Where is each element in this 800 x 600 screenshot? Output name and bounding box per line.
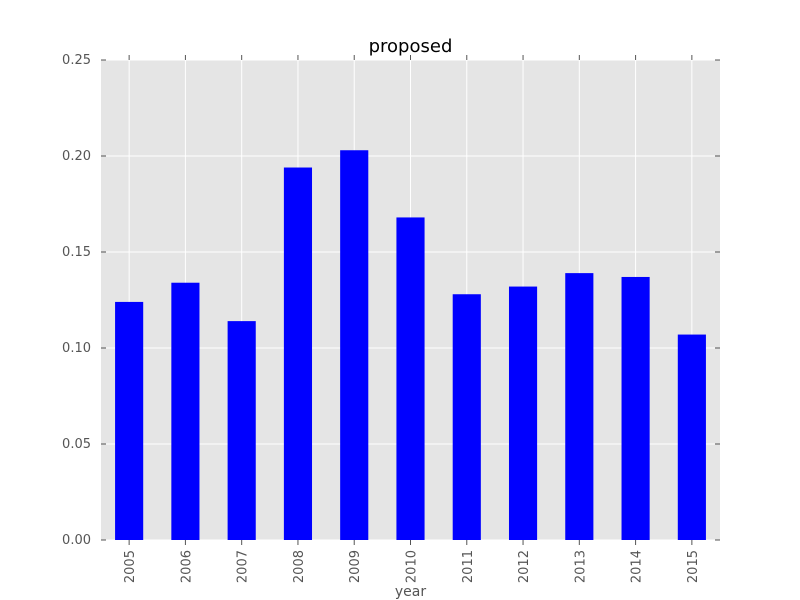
chart-title: proposed xyxy=(369,36,453,57)
bar-2015 xyxy=(677,334,706,540)
y-tick-label: 0.00 xyxy=(62,533,91,548)
y-tick-label: 0.10 xyxy=(62,341,91,356)
x-tick-label: 2009 xyxy=(348,550,363,583)
x-tick-label: 2010 xyxy=(405,550,420,583)
bar-2005 xyxy=(115,301,144,540)
bar-2009 xyxy=(340,150,369,541)
y-tick-label: 0.05 xyxy=(62,437,91,452)
x-tick-label: 2008 xyxy=(292,550,307,583)
x-tick-label: 2012 xyxy=(517,550,532,583)
y-tick-label: 0.20 xyxy=(62,149,91,164)
bar-2013 xyxy=(565,273,594,540)
y-tick-label: 0.15 xyxy=(62,245,91,260)
x-tick-label: 2014 xyxy=(630,550,645,583)
x-tick-label: 2015 xyxy=(686,550,701,583)
y-tick-label: 0.25 xyxy=(62,53,91,68)
bars xyxy=(115,150,706,541)
x-tick-label: 2013 xyxy=(573,550,588,583)
x-tick-label: 2005 xyxy=(123,550,138,583)
x-tick-label: 2011 xyxy=(461,550,476,583)
x-tick-labels: 2005 2006 2007 2008 2009 2010 2011 2012 2013 2014… xyxy=(123,550,701,583)
x-tick-label: 2006 xyxy=(179,550,194,583)
bar-2010 xyxy=(396,217,425,540)
bar-2006 xyxy=(171,282,200,540)
bar-2012 xyxy=(508,286,538,540)
bar-2011 xyxy=(452,294,481,540)
bar-2008 xyxy=(283,167,313,540)
x-tick-label: 2007 xyxy=(236,550,251,583)
axis-ticks xyxy=(101,55,720,545)
bar-2014 xyxy=(621,276,650,540)
x-axis-label: year xyxy=(395,584,426,600)
y-tick-labels: 0.00 0.05 0.10 0.15 0.20 0.25 xyxy=(62,53,91,548)
bar-2007 xyxy=(227,321,256,540)
